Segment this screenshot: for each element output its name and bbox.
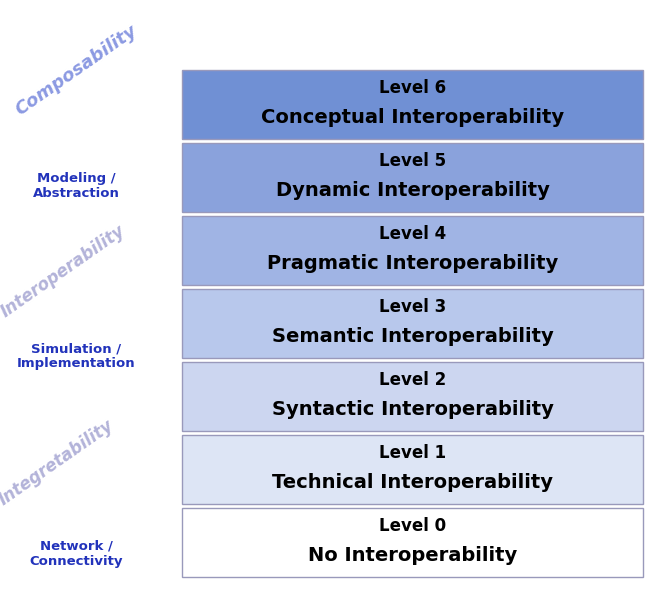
- FancyBboxPatch shape: [182, 216, 643, 285]
- Text: Dynamic Interoperability: Dynamic Interoperability: [276, 181, 550, 200]
- Text: Network /
Connectivity: Network / Connectivity: [29, 540, 123, 568]
- Text: Level 5: Level 5: [379, 152, 446, 170]
- Text: Level 0: Level 0: [379, 517, 446, 535]
- Text: Pragmatic Interoperability: Pragmatic Interoperability: [267, 254, 558, 273]
- Text: Composability: Composability: [12, 22, 141, 120]
- Text: Level 3: Level 3: [379, 298, 446, 316]
- Text: Level 6: Level 6: [379, 79, 446, 97]
- Text: Level 4: Level 4: [379, 225, 446, 243]
- Text: Level 2: Level 2: [379, 371, 446, 389]
- Text: Integretability: Integretability: [0, 416, 117, 509]
- Text: Interoperability: Interoperability: [0, 221, 129, 320]
- FancyBboxPatch shape: [182, 143, 643, 212]
- Text: Conceptual Interoperability: Conceptual Interoperability: [261, 108, 564, 127]
- FancyBboxPatch shape: [182, 289, 643, 358]
- Text: Semantic Interoperability: Semantic Interoperability: [272, 327, 554, 346]
- FancyBboxPatch shape: [182, 508, 643, 577]
- FancyBboxPatch shape: [182, 362, 643, 431]
- Text: No Interoperability: No Interoperability: [308, 546, 517, 565]
- Text: Modeling /
Abstraction: Modeling / Abstraction: [32, 171, 120, 200]
- Text: Level 1: Level 1: [379, 444, 446, 462]
- Text: Syntactic Interoperability: Syntactic Interoperability: [272, 400, 554, 419]
- FancyBboxPatch shape: [182, 70, 643, 139]
- FancyBboxPatch shape: [182, 435, 643, 504]
- Text: Technical Interoperability: Technical Interoperability: [272, 473, 553, 492]
- Text: Simulation /
Implementation: Simulation / Implementation: [17, 342, 135, 370]
